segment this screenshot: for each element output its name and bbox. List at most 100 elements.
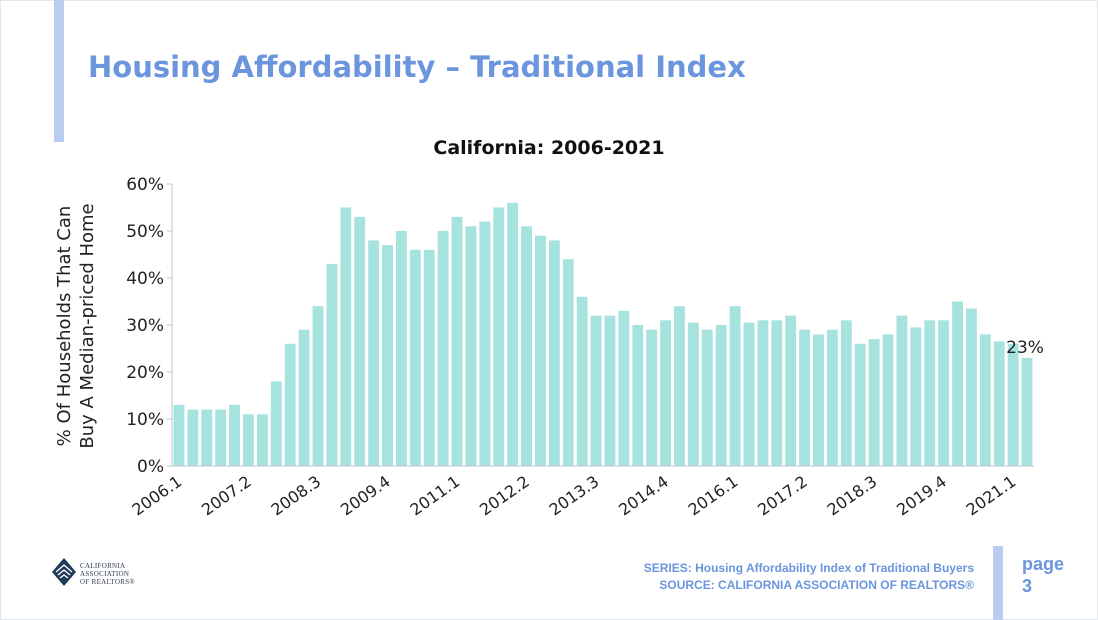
x-tick-label-2012.2: 2012.2 — [476, 472, 533, 520]
page-word: page — [1022, 554, 1065, 574]
bar-2010.3 — [423, 249, 435, 466]
bar-2006.3 — [201, 409, 213, 466]
x-tick-label-2018.3: 2018.3 — [824, 472, 881, 520]
bar-2012.1 — [507, 202, 519, 467]
y-axis-label-line1: % Of Households That Can — [54, 206, 75, 447]
y-tick-label: 40% — [126, 269, 164, 289]
chart-title: California: 2006-2021 — [433, 137, 665, 159]
page-accent-bar — [993, 546, 1003, 620]
car-logo-icon — [52, 558, 76, 586]
bar-2017.3 — [813, 334, 824, 466]
bars-group — [173, 202, 1033, 467]
bar-2011.3 — [479, 221, 491, 466]
bar-2009.2 — [354, 216, 366, 466]
car-logo: CALIFORNIA ASSOCIATION OF REALTORS® — [50, 556, 160, 596]
bar-2019.2 — [910, 327, 922, 466]
series-source-note: SERIES: Housing Affordability Index of T… — [644, 560, 974, 594]
bar-2015.4 — [715, 325, 727, 466]
logo-line3: OF REALTORS® — [80, 578, 136, 586]
bar-2008.4 — [326, 263, 338, 466]
bar-2011.1 — [451, 216, 463, 466]
bar-2009.3 — [368, 240, 380, 466]
x-tick-label-2016.1: 2016.1 — [685, 472, 742, 520]
bar-2006.1 — [173, 404, 185, 466]
y-axis-label: % Of Households That Can Buy A Median-pr… — [54, 203, 98, 448]
bar-2018.3 — [868, 339, 880, 466]
bar-2020.1 — [952, 301, 963, 466]
bar-2021.2 — [1021, 357, 1033, 466]
bar-2016.1 — [729, 306, 741, 466]
bar-2013.2 — [576, 296, 588, 466]
bar-2008.2 — [298, 329, 310, 466]
bar-2016.4 — [771, 320, 783, 466]
last-value-label: 23% — [1006, 338, 1044, 358]
slide-title: Housing Affordability – Traditional Inde… — [88, 50, 746, 84]
bar-2017.2 — [799, 329, 811, 466]
x-tick-label-2011.1: 2011.1 — [407, 472, 464, 520]
bar-2018.4 — [882, 334, 894, 466]
bar-2012.3 — [535, 235, 546, 466]
bar-2017.4 — [826, 329, 838, 466]
bar-2020.3 — [979, 334, 991, 466]
bar-2016.2 — [743, 322, 755, 466]
bar-2014.3 — [646, 329, 658, 466]
bar-2014.4 — [660, 320, 671, 466]
bar-2010.4 — [437, 231, 449, 466]
series-line: SERIES: Housing Affordability Index of T… — [643, 561, 974, 575]
bar-2020.4 — [993, 341, 1005, 466]
bar-2011.2 — [465, 226, 477, 466]
bar-2015.2 — [687, 322, 699, 466]
logo-line1: CALIFORNIA — [80, 562, 126, 570]
logo-text: CALIFORNIA ASSOCIATION OF REALTORS® — [80, 562, 135, 586]
x-tick-label-2008.3: 2008.3 — [268, 472, 325, 520]
bar-2008.3 — [312, 306, 324, 466]
bar-2014.2 — [632, 325, 644, 466]
y-tick-label: 0% — [137, 457, 164, 477]
bar-2018.1 — [840, 320, 852, 466]
bar-2011.4 — [493, 207, 505, 466]
x-tick-label-2013.3: 2013.3 — [546, 472, 603, 520]
bar-2019.1 — [896, 315, 908, 466]
bar-2006.4 — [215, 409, 227, 466]
x-tick-label-2007.2: 2007.2 — [198, 472, 255, 520]
bar-2014.1 — [618, 310, 630, 466]
x-tick-label-2006.1: 2006.1 — [128, 472, 185, 520]
y-axis-label-line2: Buy A Median-priced Home — [77, 203, 98, 448]
bar-2007.4 — [270, 381, 282, 466]
bar-2015.1 — [674, 306, 685, 466]
page-indicator: page 3 — [1022, 553, 1064, 597]
bar-2009.1 — [340, 207, 352, 466]
bar-2007.2 — [243, 414, 254, 466]
y-tick-label: 60% — [126, 175, 164, 195]
y-tick-label: 10% — [126, 410, 164, 430]
y-tick-label: 50% — [126, 222, 164, 242]
bar-2021.1 — [1007, 343, 1019, 466]
logo-line2: ASSOCIATION — [80, 570, 130, 578]
bar-2006.2 — [187, 409, 199, 466]
bar-2013.1 — [562, 259, 574, 466]
bar-2016.3 — [757, 320, 769, 466]
title-accent-bar — [54, 0, 64, 142]
bar-2013.3 — [590, 315, 602, 466]
bar-2018.2 — [854, 343, 866, 466]
bar-2019.4 — [938, 320, 950, 466]
bar-2012.2 — [521, 226, 532, 466]
x-tick-label-2017.2: 2017.2 — [754, 472, 811, 520]
y-tick-label: 20% — [126, 363, 164, 383]
x-tick-label-2019.4: 2019.4 — [893, 472, 950, 520]
bar-2010.2 — [409, 249, 421, 466]
y-tick-label: 30% — [126, 316, 164, 336]
x-tick-label-2014.4: 2014.4 — [615, 472, 672, 520]
x-tick-label-2009.4: 2009.4 — [337, 472, 394, 520]
bar-2009.4 — [382, 245, 393, 466]
source-line: SOURCE: CALIFORNIA ASSOCIATION OF REALTO… — [659, 578, 974, 592]
bar-2013.4 — [604, 315, 616, 466]
bar-2017.1 — [785, 315, 797, 466]
bar-2019.3 — [924, 320, 936, 466]
bar-2008.1 — [284, 343, 296, 466]
bar-2020.2 — [966, 308, 977, 466]
x-tick-label-2021.1: 2021.1 — [963, 472, 1020, 520]
bar-2012.4 — [548, 240, 560, 466]
bar-2007.3 — [256, 414, 268, 466]
